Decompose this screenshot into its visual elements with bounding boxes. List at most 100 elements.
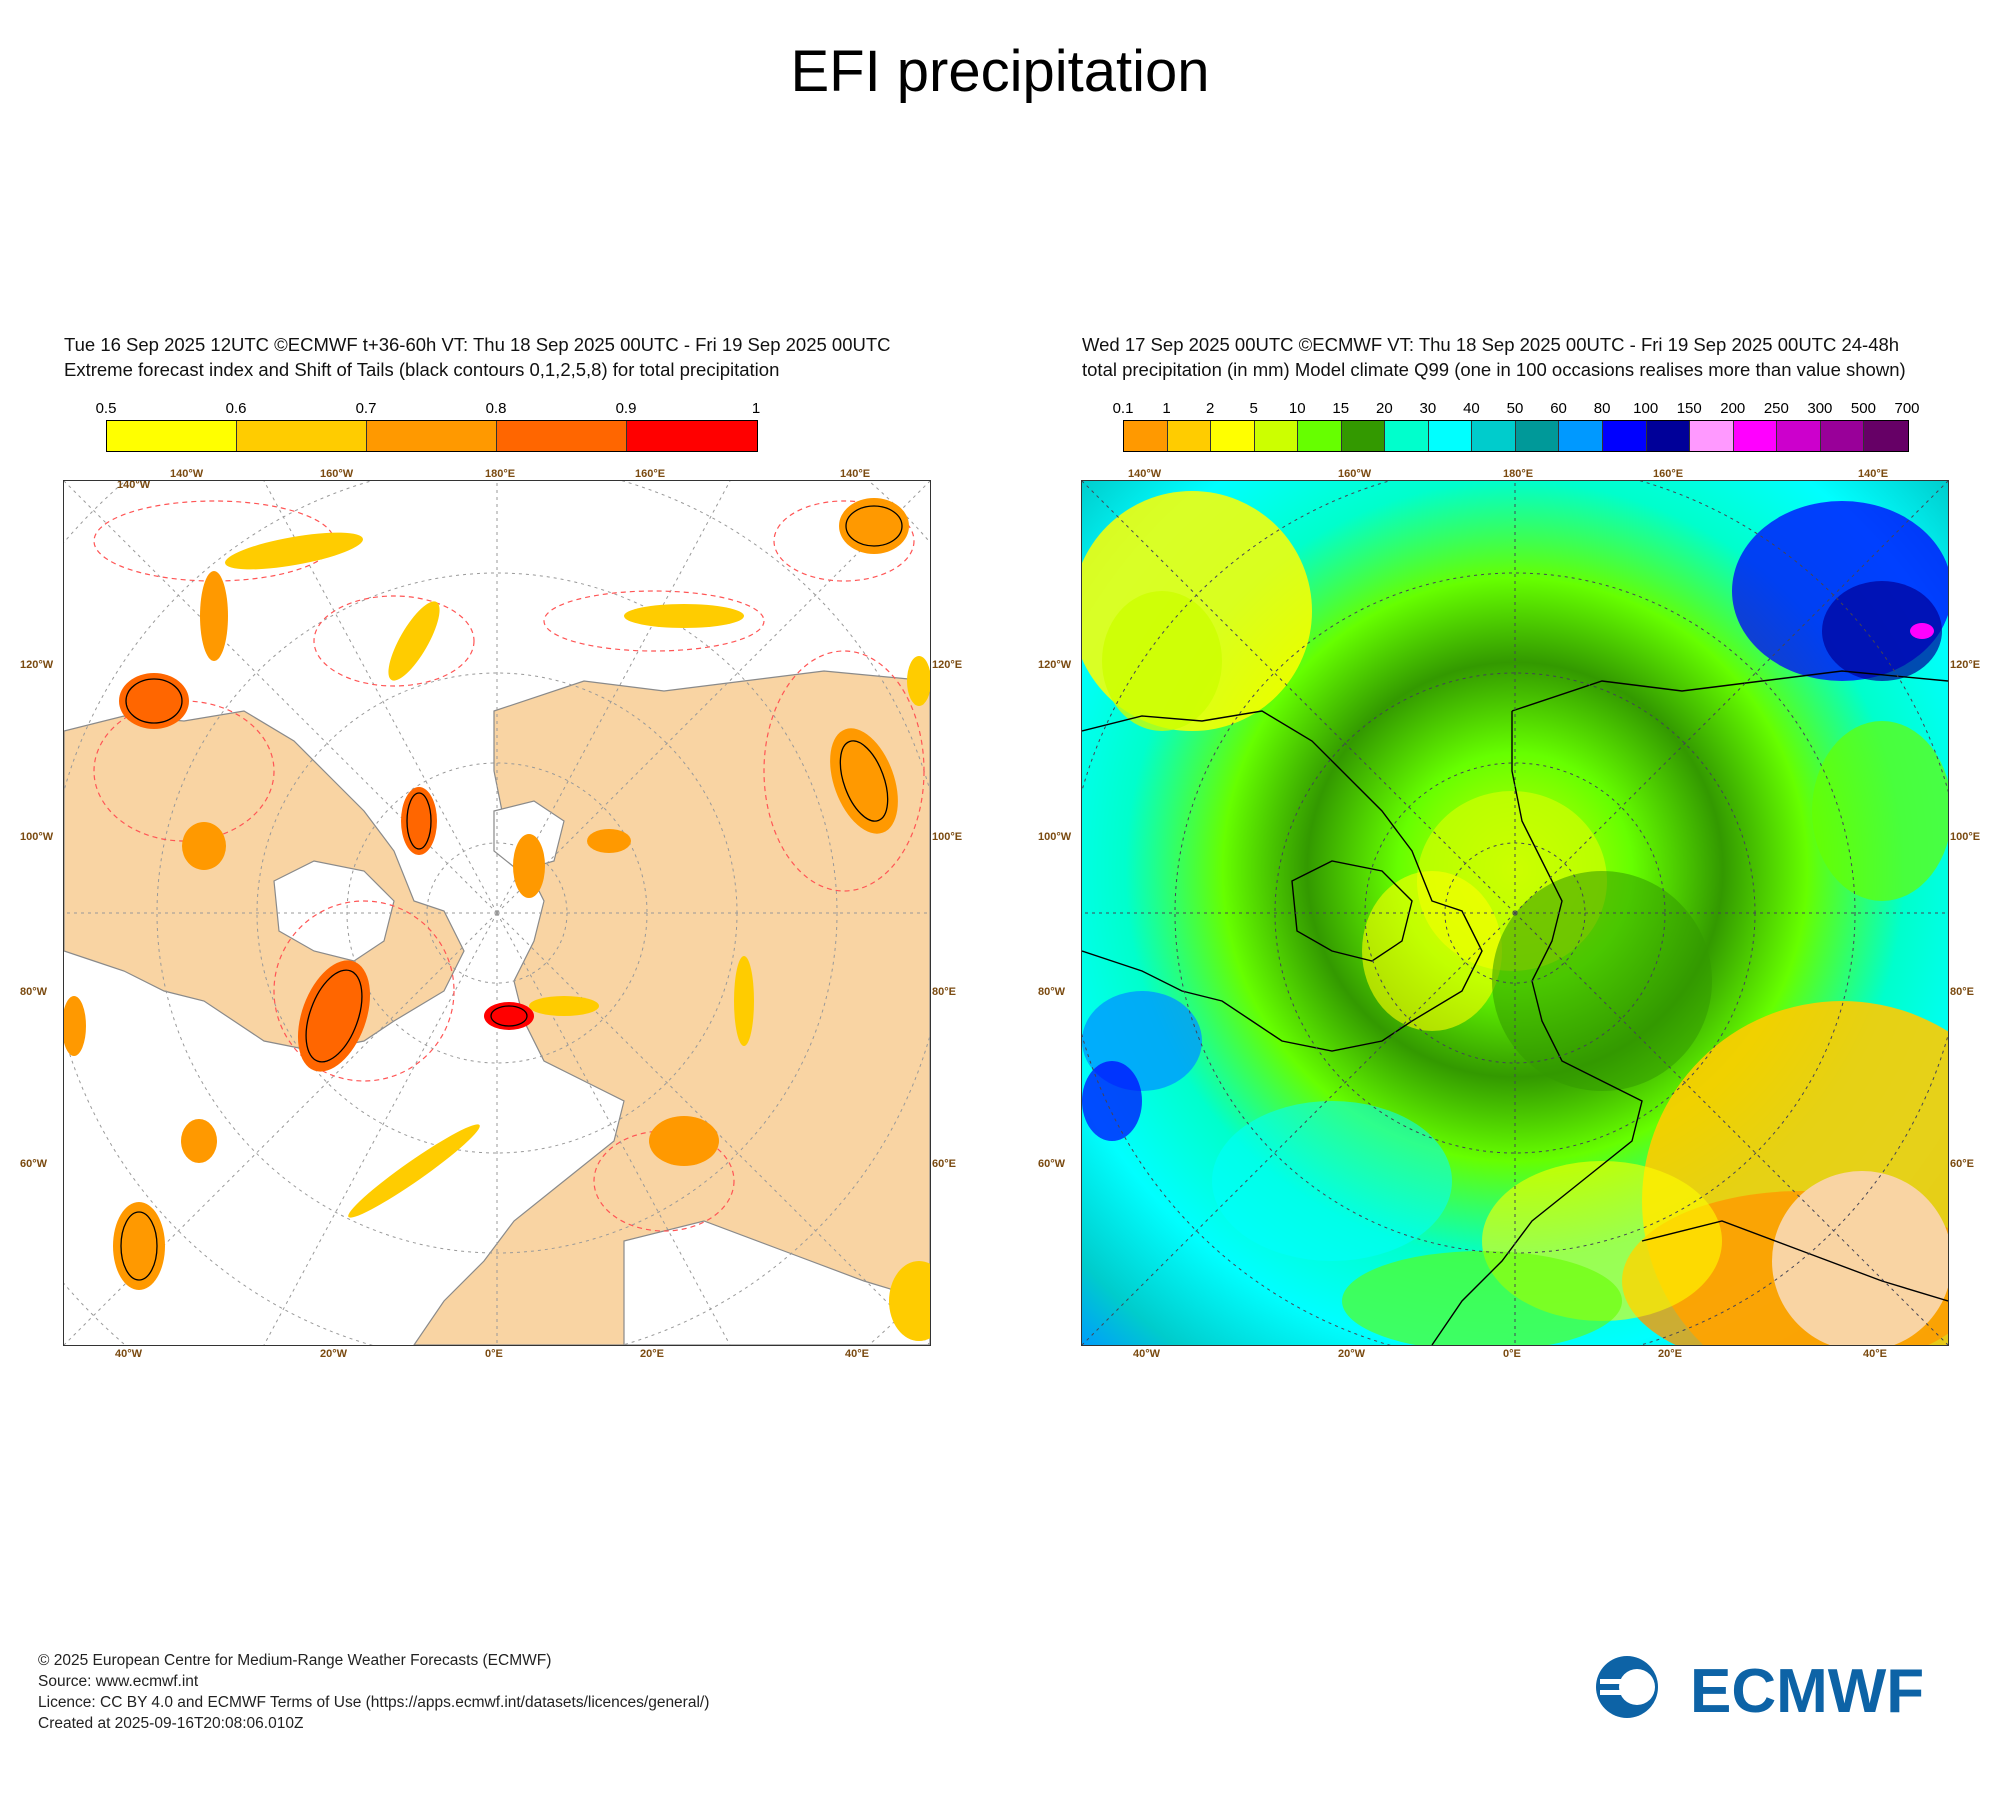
- efi-lon-label-bottom: 40°W: [115, 1348, 143, 1360]
- precip-colorbar-tick-label: 10: [1288, 400, 1306, 417]
- precip-colorbar-tick-label: 30: [1419, 400, 1437, 417]
- precip-colorbar-tick-label: 200: [1720, 400, 1746, 417]
- precip-lon-label-top: 180°E: [1503, 468, 1534, 480]
- precip-header-line2: total precipitation (in mm) Model climat…: [1082, 359, 1906, 380]
- efi-header-line1: Tue 16 Sep 2025 12UTC ©ECMWF t+36-60h VT…: [64, 334, 891, 355]
- precip-colorbar-tick-label: 0.1: [1112, 400, 1134, 417]
- footer-licence: Licence: CC BY 4.0 and ECMWF Terms of Us…: [38, 1694, 710, 1711]
- precip-colorbar-swatch: [1603, 421, 1647, 451]
- precip-colorbar-swatch: [1864, 421, 1908, 451]
- page-title: EFI precipitation: [790, 39, 1210, 104]
- precip-colorbar-tick-label: 500: [1850, 400, 1876, 417]
- precip-colorbar-tick-label: 60: [1550, 400, 1567, 417]
- efi-panel: Tue 16 Sep 2025 12UTC ©ECMWF t+36-60h VT…: [20, 330, 962, 1360]
- precip-colorbar-swatch: [1559, 421, 1604, 451]
- efi-lon-label-top: 160°E: [635, 468, 666, 480]
- efi-lon-label-bottom: 40°E: [845, 1348, 869, 1360]
- efi-colorbar-swatch: [107, 421, 237, 451]
- precip-lon-label-top: 160°W: [1338, 468, 1372, 480]
- precip-colorbar-swatch: [1341, 421, 1386, 451]
- efi-map: 140°W: [63, 480, 931, 1346]
- precip-colorbar-tick-label: 20: [1375, 400, 1393, 417]
- precip-lon-label-top: 140°E: [1858, 468, 1889, 480]
- precip-colorbar-swatch: [1211, 421, 1255, 451]
- precip-colorbar-tick-label: 250: [1763, 400, 1789, 417]
- precip-colorbar-swatch: [1690, 421, 1734, 451]
- precip-colorbar-swatch: [1646, 421, 1691, 451]
- efi-lon-label-left: 100°W: [20, 831, 54, 843]
- precip-map-svg: [1082, 481, 1948, 1345]
- efi-header-line2: Extreme forecast index and Shift of Tail…: [64, 359, 780, 380]
- precip-colorbar-swatch: [1820, 421, 1865, 451]
- efi-colorbar-swatch: [367, 421, 497, 451]
- efi-colorbar-tick-label: 1: [751, 400, 761, 417]
- efi-lon-label-left: 80°W: [20, 986, 48, 998]
- precip-lon-label-left: 60°W: [1038, 1158, 1066, 1170]
- footer-copyright: © 2025 European Centre for Medium-Range …: [38, 1652, 552, 1669]
- precip-lon-label-right: 80°E: [1950, 986, 1974, 998]
- precip-lon-label-bottom: 0°E: [1503, 1348, 1521, 1360]
- efi-contours-0.3: [93, 500, 925, 1232]
- efi-colorbar-swatch: [497, 421, 627, 451]
- precip-lon-label-top: 160°E: [1653, 468, 1684, 480]
- precip-graticule: [1082, 481, 1948, 1345]
- ecmwf-logo: ECMWF: [1590, 1650, 1965, 1726]
- precip-lon-label-bottom: 40°W: [1133, 1348, 1161, 1360]
- precip-lon-label-right: 60°E: [1950, 1158, 1974, 1170]
- precip-colorbar-swatch: [1428, 421, 1473, 451]
- precip-lon-label-top: 140°W: [1128, 468, 1162, 480]
- efi-lon-label-top: 140°W: [117, 480, 151, 491]
- efi-graticule: [64, 481, 930, 1345]
- footer: © 2025 European Centre for Medium-Range …: [38, 1650, 709, 1734]
- efi-colorbar-tick-label: 0.6: [225, 400, 247, 417]
- precip-colorbar-swatch: [1254, 421, 1299, 451]
- precip-colorbar-tick-label: 5: [1249, 400, 1258, 417]
- efi-colorbar-swatch: [627, 421, 757, 451]
- precip-colorbar-swatch: [1124, 421, 1168, 451]
- precip-colorbar-tick-label: 150: [1676, 400, 1702, 417]
- efi-lon-label-right: 100°E: [932, 831, 963, 843]
- precip-colorbar-swatch: [1472, 421, 1516, 451]
- precip-map: [1081, 480, 1949, 1346]
- efi-colorbar: [106, 420, 758, 452]
- precip-colorbar-tick-label: 80: [1593, 400, 1611, 417]
- precip-colorbar-tick-label: 15: [1332, 400, 1350, 417]
- precip-colorbar-swatch: [1298, 421, 1342, 451]
- efi-map-svg: [64, 481, 930, 1345]
- efi-colorbar-tick-label: 0.5: [95, 400, 117, 417]
- precip-colorbar-tick-label: 2: [1205, 400, 1215, 417]
- precip-colorbar-tick-label: 100: [1633, 400, 1659, 417]
- efi-lon-label-right: 80°E: [932, 986, 956, 998]
- precip-colorbar-tick-label: 700: [1894, 400, 1920, 417]
- precip-colorbar-swatch: [1515, 421, 1560, 451]
- efi-lon-label-top: 160°W: [320, 468, 354, 480]
- precip-lon-label-right: 120°E: [1950, 659, 1981, 671]
- precip-coastlines: [1082, 670, 1948, 1345]
- land-greenland: [273, 860, 395, 962]
- efi-colorbar-tick-label: 0.9: [615, 400, 637, 417]
- efi-colorbar-swatch: [237, 421, 367, 451]
- precip-colorbar-swatch: [1385, 421, 1429, 451]
- efi-lon-label-bottom: 0°E: [485, 1348, 503, 1360]
- efi-sot-contours: [120, 505, 903, 1281]
- precip-colorbar: [1123, 420, 1909, 452]
- efi-colorbar-tick-label: 0.8: [485, 400, 507, 417]
- efi-lon-label-left: 120°W: [20, 659, 54, 671]
- precip-panel: Wed 17 Sep 2025 00UTC ©ECMWF VT: Thu 18 …: [1038, 330, 1980, 1360]
- ecmwf-logo-icon: ECMWF: [1596, 1656, 1924, 1726]
- precip-lon-label-left: 100°W: [1038, 831, 1072, 843]
- efi-lon-label-top: 140°W: [170, 468, 204, 480]
- efi-lon-label-top: 180°E: [485, 468, 516, 480]
- precip-colorbar-tick-label: 1: [1162, 400, 1171, 417]
- efi-lon-label-left: 60°W: [20, 1158, 48, 1170]
- efi-lon-label-bottom: 20°W: [320, 1348, 348, 1360]
- precip-lon-label-left: 120°W: [1038, 659, 1072, 671]
- precip-colorbar-tick-label: 50: [1506, 400, 1524, 417]
- precip-colorbar-tick-label: 300: [1807, 400, 1833, 417]
- precip-patches: [1082, 491, 1948, 1345]
- precip-colorbar-swatch: [1167, 421, 1212, 451]
- precip-colorbar-tick-label: 40: [1463, 400, 1480, 417]
- precip-lon-label-left: 80°W: [1038, 986, 1066, 998]
- land-north-america: [64, 710, 465, 1052]
- efi-lon-label-right: 120°E: [932, 659, 963, 671]
